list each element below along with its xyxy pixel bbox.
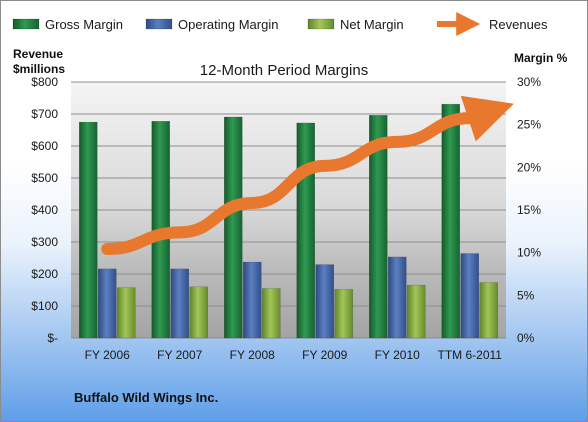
bars xyxy=(79,103,498,339)
legend-label-2: Net Margin xyxy=(340,17,404,32)
left-tick-label: $400 xyxy=(31,203,58,217)
right-tick-label: 15% xyxy=(517,203,541,217)
bar-operating-margin-0 xyxy=(98,268,117,339)
right-tick-label: 20% xyxy=(517,160,541,174)
revenue-point-2 xyxy=(251,202,253,204)
right-tick-label: 25% xyxy=(517,118,541,132)
right-tick-label: 30% xyxy=(517,75,541,89)
bar-gross-margin-4 xyxy=(369,115,388,339)
legend: Gross Margin Operating Margin Net Margin Re… xyxy=(12,12,548,36)
revenue-point-4 xyxy=(396,141,398,143)
gridlines xyxy=(71,81,506,339)
legend-label-1: Operating Margin xyxy=(178,17,278,32)
x-tick-label: FY 2009 xyxy=(302,348,347,362)
revenue-line-layer xyxy=(101,95,514,256)
bar-operating-margin-4 xyxy=(388,256,407,339)
revenue-line xyxy=(101,95,514,256)
right-axis-title: Margin % xyxy=(514,51,568,65)
company-name: Buffalo Wild Wings Inc. xyxy=(74,390,218,405)
left-axis-title-line1: Revenue xyxy=(13,47,63,61)
legend-label-3: Revenues xyxy=(489,17,548,32)
left-axis-ticks: $- $100 $200 $300 $400 $500 $600 $700 $800 xyxy=(31,75,58,345)
right-axis-ticks: 0% 5% 10% 15% 20% 25% 30% xyxy=(517,75,541,345)
x-tick-label: FY 2008 xyxy=(230,348,275,362)
x-tick-label: FY 2007 xyxy=(157,348,202,362)
revenue-point-0 xyxy=(106,248,108,250)
legend-swatch-0 xyxy=(12,18,40,30)
x-tick-label: FY 2010 xyxy=(375,348,420,362)
bar-gross-margin-2 xyxy=(224,116,243,339)
bar-net-margin-5 xyxy=(479,282,498,339)
bar-net-margin-4 xyxy=(407,284,426,339)
x-tick-label: TTM 6-2011 xyxy=(438,348,503,362)
x-tick-label: FY 2006 xyxy=(85,348,130,362)
bar-gross-margin-3 xyxy=(296,122,315,339)
right-tick-label: 5% xyxy=(517,288,535,302)
right-tick-label: 10% xyxy=(517,246,541,260)
bar-operating-margin-5 xyxy=(460,253,479,339)
bar-operating-margin-3 xyxy=(315,264,334,339)
left-tick-label: $200 xyxy=(31,267,58,281)
legend-swatch-1 xyxy=(145,18,173,30)
x-axis-ticks: FY 2006 FY 2007 FY 2008 FY 2009 FY 2010 TTM 6… xyxy=(85,348,503,362)
bar-gross-margin-0 xyxy=(79,121,98,339)
left-axis-title-line2: $millions xyxy=(13,62,65,76)
chart-title: 12-Month Period Margins xyxy=(200,62,368,79)
right-tick-label: 0% xyxy=(517,331,535,345)
left-tick-label: $100 xyxy=(31,299,58,313)
left-tick-label: $500 xyxy=(31,171,58,185)
bar-net-margin-1 xyxy=(189,286,208,339)
bar-gross-margin-5 xyxy=(441,103,460,339)
revenue-point-3 xyxy=(324,165,326,167)
left-tick-label: $800 xyxy=(31,75,58,89)
left-tick-label: $600 xyxy=(31,139,58,153)
legend-label-0: Gross Margin xyxy=(45,17,123,32)
legend-swatch-2 xyxy=(307,18,335,30)
revenue-point-5 xyxy=(469,117,471,119)
left-tick-label: $300 xyxy=(31,235,58,249)
revenue-point-1 xyxy=(179,231,181,233)
bar-net-margin-0 xyxy=(117,287,136,339)
left-tick-label: $700 xyxy=(31,107,58,121)
left-tick-label: $- xyxy=(47,331,58,345)
bar-operating-margin-1 xyxy=(170,268,189,339)
bar-net-margin-3 xyxy=(334,289,353,339)
bar-net-margin-2 xyxy=(262,288,281,339)
bar-operating-margin-2 xyxy=(243,261,262,339)
